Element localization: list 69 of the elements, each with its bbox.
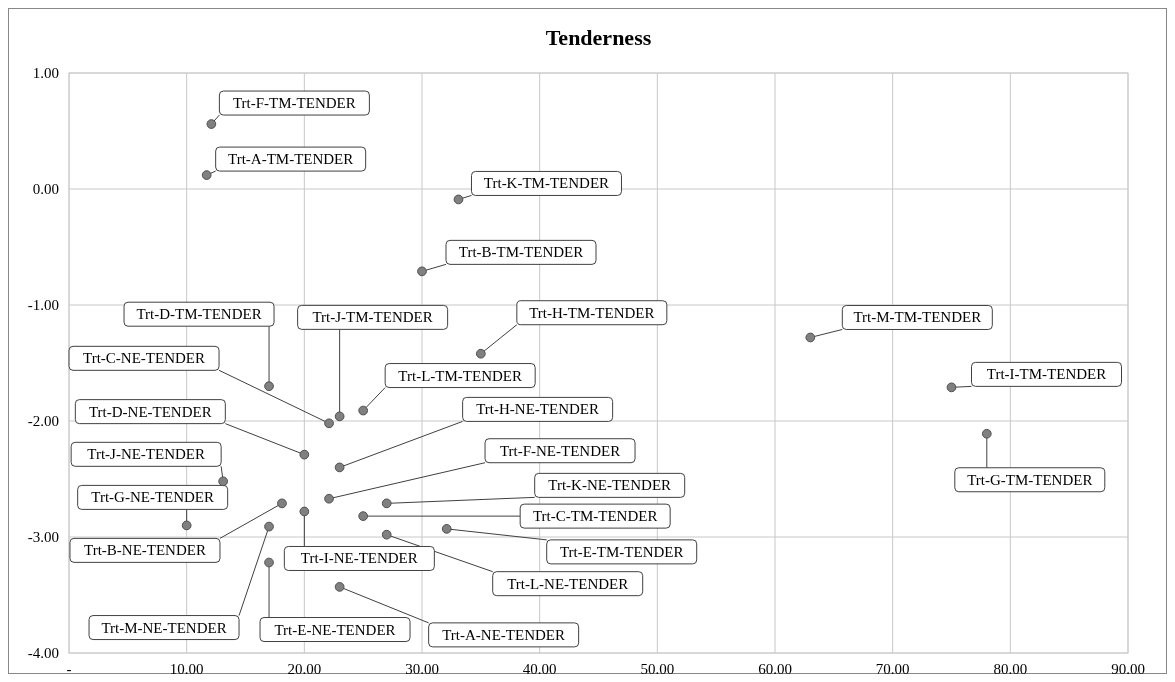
annotation: Trt-I-TM-TENDER bbox=[986, 366, 1107, 383]
chart-title: Tenderness bbox=[545, 25, 652, 50]
annotation: Trt-B-NE-TENDER bbox=[84, 542, 206, 559]
point bbox=[324, 493, 334, 504]
x-tick-label: 20.00 bbox=[287, 661, 322, 677]
annotation: Trt-C-TM-TENDER bbox=[532, 508, 658, 525]
point bbox=[299, 449, 310, 460]
point bbox=[417, 266, 427, 277]
annotation: Trt-B-TM-TENDER bbox=[458, 244, 584, 261]
point bbox=[981, 428, 992, 439]
annotation: Trt-F-TM-TENDER bbox=[232, 95, 356, 112]
annotation: Trt-G-NE-TENDER bbox=[91, 489, 215, 506]
x-tick-label: 90.00 bbox=[1111, 661, 1145, 677]
point bbox=[201, 170, 212, 180]
point bbox=[299, 506, 310, 517]
point bbox=[946, 382, 957, 393]
point bbox=[453, 194, 464, 205]
annotation: Trt-D-TM-TENDER bbox=[136, 306, 262, 323]
annotation: Trt-C-NE-TENDER bbox=[83, 350, 206, 367]
point bbox=[206, 119, 217, 129]
annotation: Trt-L-NE-TENDER bbox=[507, 575, 629, 592]
annotation: Trt-A-NE-TENDER bbox=[442, 626, 566, 643]
y-tick-label: -1.00 bbox=[27, 297, 59, 313]
point bbox=[334, 462, 345, 473]
point bbox=[334, 411, 345, 422]
annotation: Trt-E-NE-TENDER bbox=[274, 621, 396, 638]
x-tick-label: 70.00 bbox=[875, 661, 910, 677]
point bbox=[381, 529, 392, 540]
annotation: Trt-G-TM-TENDER bbox=[967, 471, 1093, 488]
x-tick-label: 50.00 bbox=[640, 661, 675, 677]
annotation: Trt-K-NE-TENDER bbox=[548, 477, 672, 494]
x-tick-label: 80.00 bbox=[993, 661, 1028, 677]
annotation: Trt-D-NE-TENDER bbox=[88, 403, 212, 420]
y-tick-label: 1.00 bbox=[32, 65, 59, 81]
point bbox=[218, 476, 229, 487]
point bbox=[264, 381, 274, 392]
annotation: Trt-H-TM-TENDER bbox=[529, 304, 655, 321]
point bbox=[381, 498, 392, 509]
x-tick-label: 40.00 bbox=[522, 661, 557, 677]
y-tick-label: -4.00 bbox=[27, 645, 59, 661]
point bbox=[324, 418, 334, 429]
annotation: Trt-K-TM-TENDER bbox=[483, 175, 610, 192]
annotation: Trt-E-TM-TENDER bbox=[559, 543, 684, 560]
point bbox=[805, 332, 816, 343]
point bbox=[277, 498, 287, 509]
x-tick-label: 10.00 bbox=[169, 661, 204, 677]
y-tick-label: 0.00 bbox=[32, 181, 59, 197]
x-tick-label: 30.00 bbox=[405, 661, 439, 677]
point bbox=[181, 520, 192, 531]
annotation: Trt-J-TM-TENDER bbox=[312, 309, 433, 326]
point bbox=[264, 557, 274, 568]
x-tick-label: - bbox=[66, 661, 72, 677]
point bbox=[358, 511, 369, 521]
annotation: Trt-M-NE-TENDER bbox=[101, 619, 227, 636]
point bbox=[441, 524, 452, 534]
annotation: Trt-I-NE-TENDER bbox=[300, 550, 418, 567]
point bbox=[334, 582, 345, 592]
annotation: Trt-M-TM-TENDER bbox=[853, 309, 982, 326]
annotation: Trt-J-NE-TENDER bbox=[87, 446, 206, 463]
x-tick-label: 60.00 bbox=[758, 661, 792, 677]
y-tick-label: -2.00 bbox=[27, 413, 59, 429]
annotation: Trt-A-TM-TENDER bbox=[228, 151, 354, 168]
point bbox=[264, 521, 274, 532]
y-tick-label: -3.00 bbox=[27, 529, 59, 545]
annotation: Trt-L-TM-TENDER bbox=[398, 367, 522, 384]
annotation: Trt-H-NE-TENDER bbox=[476, 401, 600, 418]
point bbox=[358, 405, 369, 416]
point bbox=[475, 348, 486, 359]
annotation: Trt-F-NE-TENDER bbox=[499, 442, 621, 459]
